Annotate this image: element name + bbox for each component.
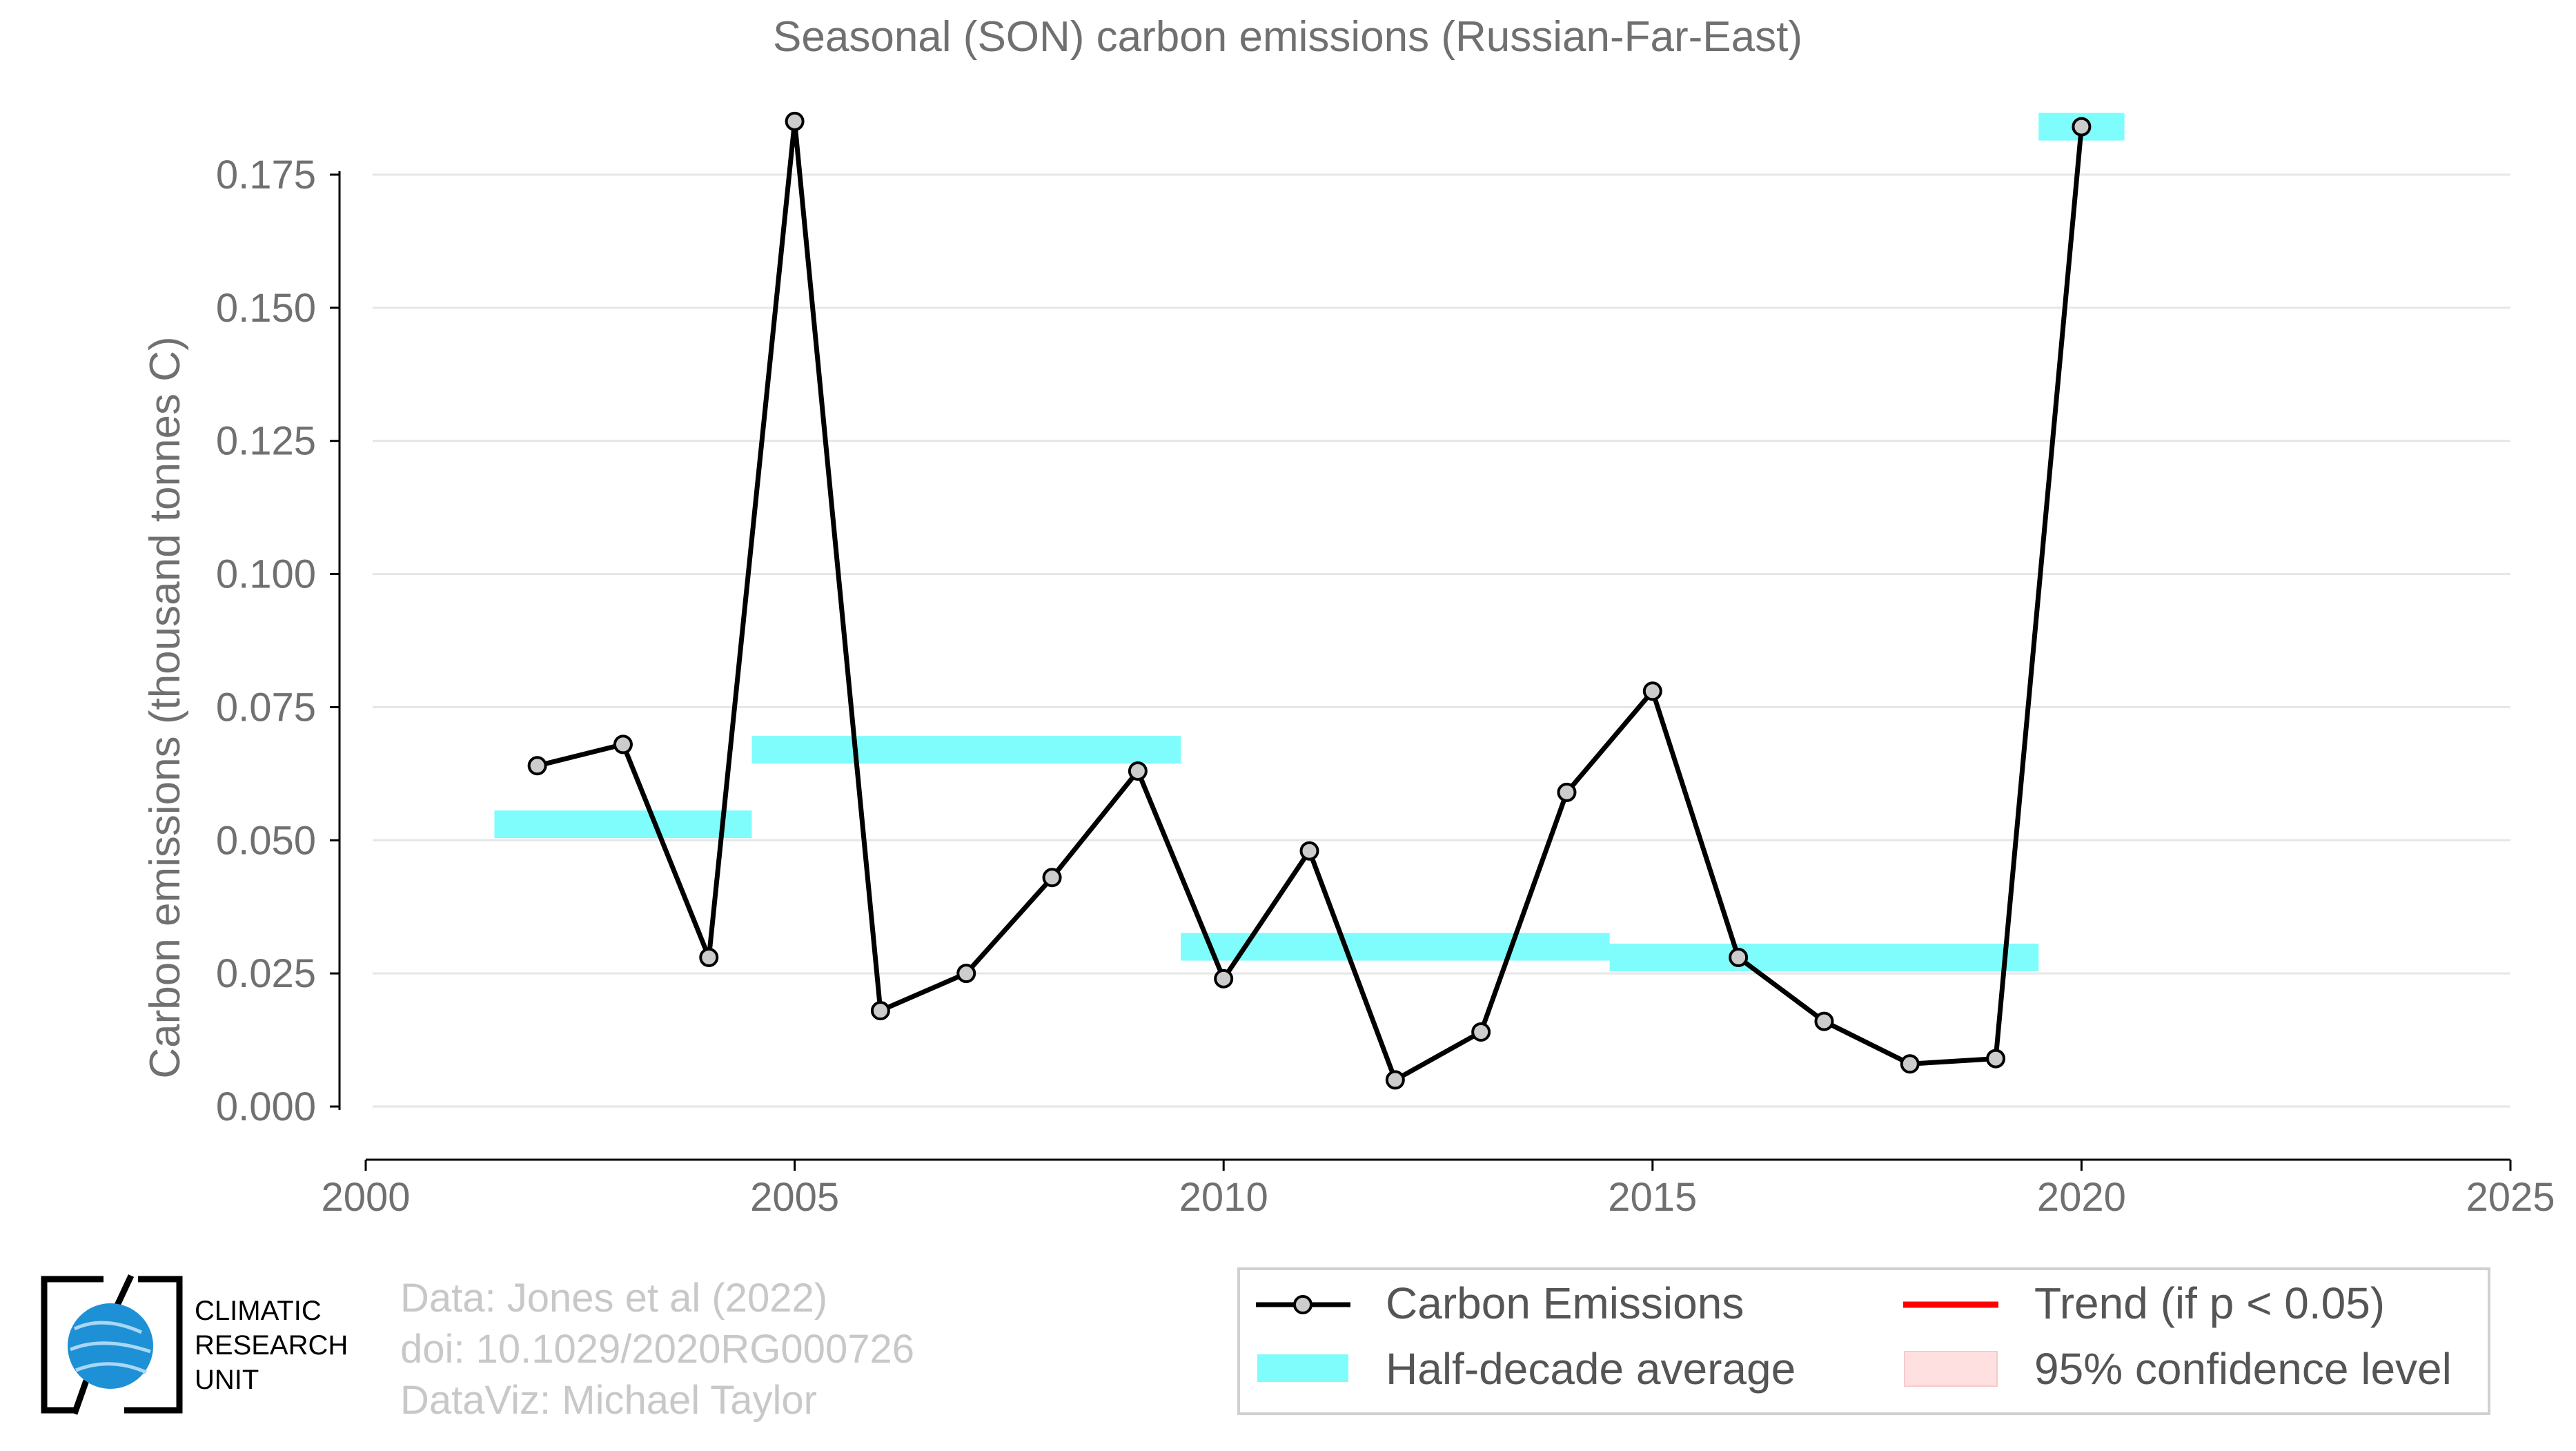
logo-slash-icon bbox=[71, 1274, 135, 1415]
emissions-point bbox=[870, 1001, 890, 1021]
credit-doi: doi: 10.1029/2020RG000726 bbox=[400, 1327, 914, 1372]
legend: Carbon Emissions Trend (if p < 0.05) Hal… bbox=[1237, 1267, 2490, 1415]
grid-lines bbox=[373, 173, 2510, 1108]
credit-data: Data: Jones et al (2022) bbox=[400, 1276, 827, 1321]
y-tick-label: 0.025 bbox=[216, 951, 316, 996]
logo-bracket-right-icon bbox=[124, 1276, 183, 1414]
legend-label-average: Half-decade average bbox=[1386, 1344, 1796, 1394]
cru-logo: CLIMATIC RESEARCH UNIT bbox=[41, 1274, 348, 1415]
emissions-point bbox=[613, 734, 633, 754]
legend-label-confidence: 95% confidence level bbox=[2034, 1344, 2452, 1394]
logo-bracket-left-icon bbox=[41, 1276, 104, 1414]
y-tick-label: 0.150 bbox=[216, 286, 316, 331]
emissions-point bbox=[2072, 117, 2092, 137]
credit-dataviz: DataViz: Michael Taylor bbox=[400, 1378, 817, 1423]
emissions-point bbox=[1729, 948, 1749, 967]
legend-confidence-swatch-icon bbox=[1904, 1351, 1998, 1387]
emissions-point bbox=[1299, 841, 1319, 861]
x-tick-label: 2015 bbox=[1608, 1175, 1697, 1220]
y-axis-label: Carbon emissions (thousand tonnes C) bbox=[141, 336, 189, 1078]
emissions-point bbox=[1214, 968, 1234, 989]
half-decade-average-bar bbox=[494, 810, 752, 839]
y-tick-label: 0.000 bbox=[216, 1084, 316, 1129]
x-tick-label: 2010 bbox=[1179, 1175, 1268, 1220]
half-decade-average-bar bbox=[751, 736, 1181, 764]
emissions-point bbox=[1642, 681, 1662, 701]
emissions-point bbox=[1557, 782, 1577, 802]
y-tick-label: 0.100 bbox=[216, 552, 316, 597]
x-tick-label: 2000 bbox=[321, 1175, 410, 1220]
emissions-point bbox=[699, 948, 719, 967]
x-axis: 2000 2005 2010 2015 2020 2025 bbox=[321, 1158, 2555, 1220]
emissions-point bbox=[785, 111, 805, 131]
legend-box bbox=[1237, 1267, 2490, 1415]
emissions-point bbox=[527, 756, 547, 776]
legend-average-swatch-icon bbox=[1257, 1354, 1348, 1382]
logo-line-3: UNIT bbox=[195, 1365, 259, 1395]
y-tick-label: 0.175 bbox=[216, 153, 316, 197]
emissions-point bbox=[1042, 868, 1062, 888]
legend-emissions-marker-icon bbox=[1293, 1295, 1312, 1314]
emissions-point bbox=[1900, 1054, 1920, 1074]
logo-line-1: CLIMATIC bbox=[195, 1296, 322, 1326]
globe-swirl-icon bbox=[70, 1321, 151, 1374]
carbon-emissions-series bbox=[527, 111, 2092, 1090]
legend-label-emissions: Carbon Emissions bbox=[1386, 1278, 1744, 1328]
half-decade-average-bar bbox=[1609, 944, 2039, 971]
y-axis: 0.000 0.025 0.050 0.075 0.100 0.125 0.150 0.175 bbox=[216, 153, 341, 1129]
chart-title: Seasonal (SON) carbon emissions (Russian… bbox=[773, 13, 1802, 61]
emissions-point bbox=[1385, 1070, 1405, 1090]
emissions-point bbox=[1471, 1022, 1491, 1042]
x-tick-label: 2005 bbox=[750, 1175, 839, 1220]
legend-label-trend: Trend (if p < 0.05) bbox=[2034, 1278, 2385, 1328]
emissions-point bbox=[956, 964, 976, 984]
y-tick-label: 0.050 bbox=[216, 818, 316, 863]
emissions-point bbox=[1814, 1011, 1834, 1031]
x-tick-label: 2020 bbox=[2037, 1175, 2126, 1220]
y-tick-label: 0.125 bbox=[216, 419, 316, 464]
emissions-point bbox=[1986, 1049, 2006, 1069]
emissions-point bbox=[1128, 761, 1148, 781]
logo-line-2: RESEARCH bbox=[195, 1330, 348, 1361]
x-tick-label: 2025 bbox=[2466, 1175, 2555, 1220]
y-tick-label: 0.075 bbox=[216, 685, 316, 730]
